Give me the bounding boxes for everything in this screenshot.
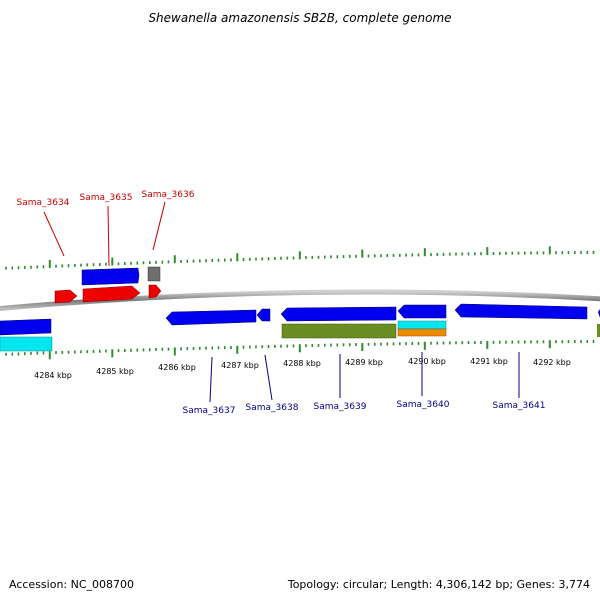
forward-genes [54, 266, 162, 304]
gene-sama-3639-arrow[interactable] [280, 306, 397, 322]
leader-line-sama-3638 [264, 354, 273, 401]
gene-right-olive-bar[interactable] [597, 324, 600, 337]
gene-label-sama-3636[interactable]: Sama_3636 [142, 190, 195, 200]
gene-sama-3636-feature[interactable] [147, 266, 161, 282]
gene-sama-3637-arrow[interactable] [165, 309, 257, 326]
tick-label-4288: 4288 kbp [283, 359, 321, 368]
tick-label-4286: 4286 kbp [158, 363, 196, 372]
gene-sama-3639-olive-bar[interactable] [281, 323, 397, 339]
tick-label-4291: 4291 kbp [470, 357, 508, 366]
gene-sama-3638-arrow[interactable] [256, 308, 271, 322]
map-title: Shewanella amazonensis SB2B, complete ge… [148, 11, 451, 25]
reverse-genes [0, 303, 600, 352]
tick-label-4284: 4284 kbp [34, 371, 72, 380]
gene-sama-3635-cds[interactable] [81, 267, 140, 286]
tick-label-4285: 4285 kbp [96, 367, 134, 376]
outer-tick-marks [5, 246, 595, 270]
backbone-circle [0, 289, 600, 312]
top-gene-labels: Sama_3634 Sama_3635 Sama_3636 [17, 190, 195, 267]
gene-label-sama-3641[interactable]: Sama_3641 [493, 401, 546, 411]
leader-line-sama-3635 [107, 205, 110, 267]
gene-label-sama-3637[interactable]: Sama_3637 [183, 406, 236, 416]
gene-left-blue-arrow[interactable] [0, 318, 52, 336]
gene-sama-3640-cyan-bar[interactable] [397, 320, 447, 330]
gene-sama-3635-arrow[interactable] [82, 285, 141, 303]
gene-sama-3640-orange-bar[interactable] [397, 328, 447, 337]
gene-label-sama-3638[interactable]: Sama_3638 [246, 403, 299, 413]
tick-label-4290: 4290 kbp [408, 357, 446, 366]
accession-text: Accession: NC_008700 [9, 578, 135, 591]
gene-sama-3640-arrow[interactable] [397, 304, 447, 319]
leader-line-sama-3637 [209, 356, 213, 403]
leader-line-sama-3636 [152, 201, 166, 251]
genome-summary-text: Topology: circular; Length: 4,306,142 bp… [287, 578, 590, 591]
gene-label-sama-3634[interactable]: Sama_3634 [17, 198, 70, 208]
leader-line-sama-3634 [43, 211, 65, 257]
gene-label-sama-3639[interactable]: Sama_3639 [314, 402, 367, 412]
gene-sama-3641-arrow[interactable] [454, 303, 588, 320]
inner-tick-marks [5, 340, 595, 360]
gene-sama-3636-arrow[interactable] [148, 284, 162, 299]
tick-label-4289: 4289 kbp [345, 358, 383, 367]
gene-left-cyan-bar[interactable] [0, 336, 53, 352]
bottom-gene-labels: Sama_3637 Sama_3638 Sama_3639 Sama_3640 … [183, 352, 546, 416]
tick-label-4292: 4292 kbp [533, 358, 571, 367]
gene-label-sama-3640[interactable]: Sama_3640 [397, 400, 450, 410]
gene-label-sama-3635[interactable]: Sama_3635 [80, 193, 133, 203]
tick-label-4287: 4287 kbp [221, 361, 259, 370]
tick-labels: 4284 kbp 4285 kbp 4286 kbp 4287 kbp 4288… [34, 357, 571, 380]
gene-sama-3634-arrow[interactable] [54, 289, 78, 304]
